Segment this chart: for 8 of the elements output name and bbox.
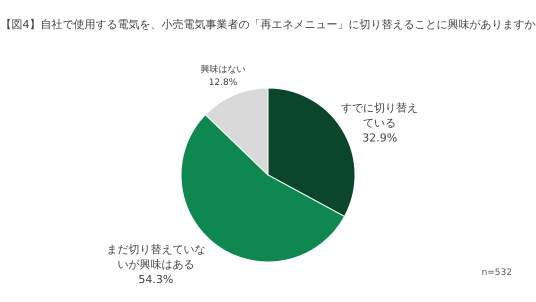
- text: n=532: [482, 268, 512, 278]
- data-label: 54.3%: [138, 273, 174, 286]
- data-label: 12.8%: [208, 78, 238, 88]
- data-label: 32.9%: [362, 131, 398, 144]
- slice-label: まだ切り替えていないが興味はある: [106, 243, 206, 272]
- slice-label: 興味はない: [200, 64, 246, 76]
- chart-title: 【図4】自社で使用する電気を、小売電気事業者の「再エネメニュー」に切り替えることに興味がありますか: [0, 18, 536, 31]
- slice-label: すでに切り替えている: [341, 101, 418, 130]
